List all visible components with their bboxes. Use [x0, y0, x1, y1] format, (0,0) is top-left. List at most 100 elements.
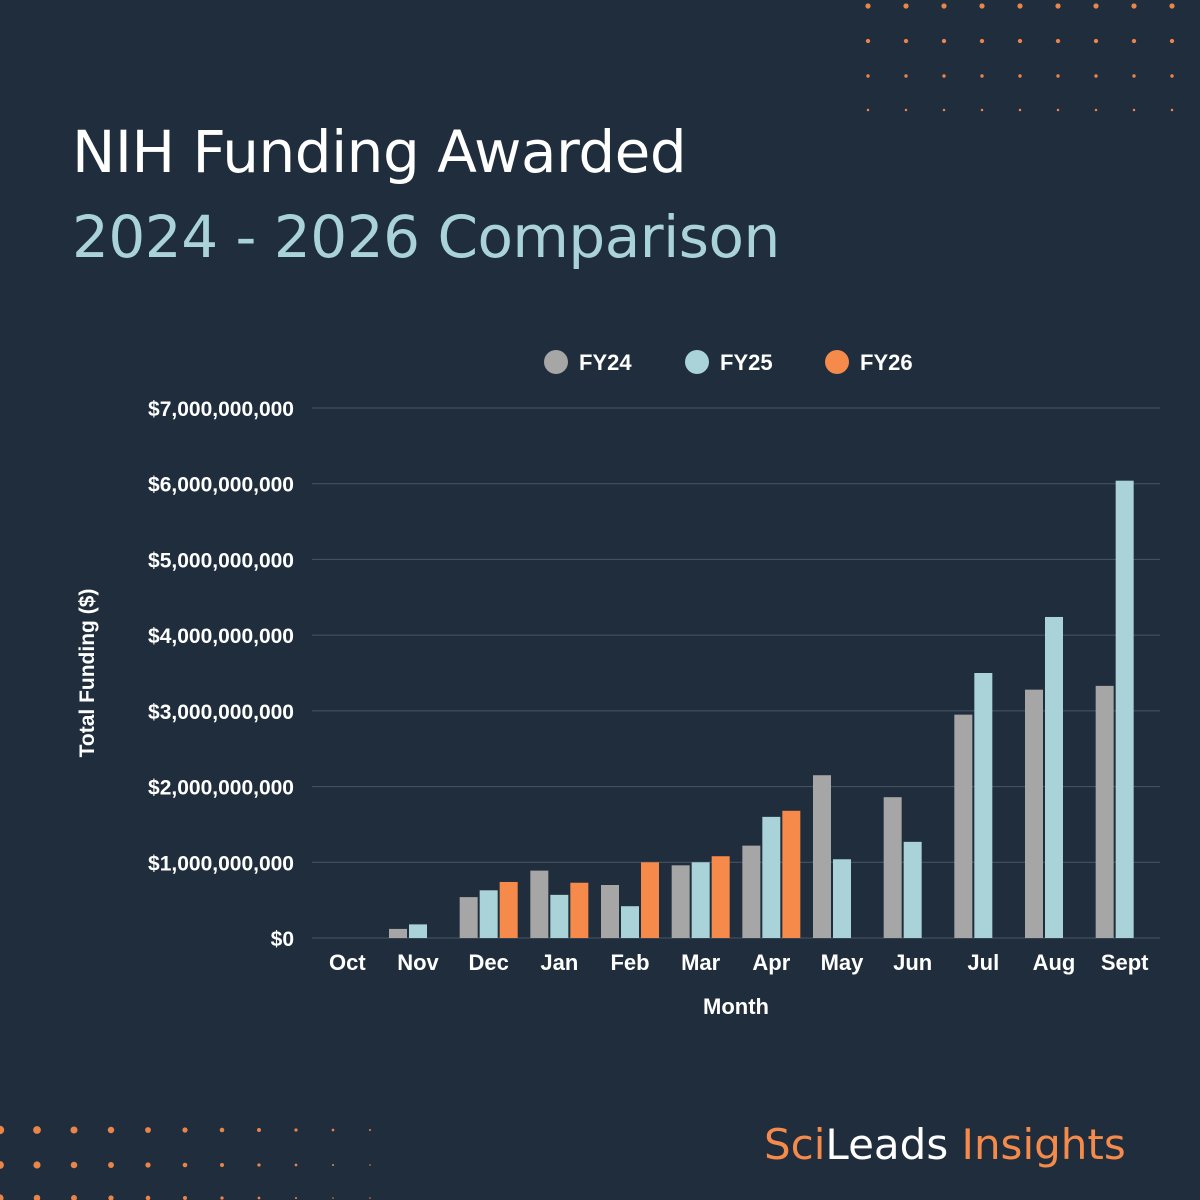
decorative-dot [904, 108, 908, 112]
bar-fy24-feb [601, 885, 619, 938]
bar-fy26-feb [641, 862, 659, 938]
decorative-dot [1056, 74, 1060, 78]
decorative-dot [1018, 108, 1022, 112]
decorative-dot [941, 38, 947, 44]
bar-fy24-mar [671, 865, 690, 938]
bar-fy25-jan [550, 894, 569, 938]
x-tick-label: May [821, 950, 865, 975]
brand-logo: SciLeads Insights [764, 1120, 1126, 1169]
decorative-dot [220, 1196, 224, 1200]
y-tick-label: $4,000,000,000 [148, 625, 294, 648]
legend-label-fy25: FY25 [720, 350, 773, 375]
decorative-dot [980, 108, 984, 112]
decorative-dot [70, 1126, 78, 1134]
decorative-dot [108, 1195, 114, 1200]
decorative-dot [219, 1127, 225, 1133]
x-tick-label: Jul [967, 950, 999, 975]
x-axis-title: Month [703, 994, 769, 1019]
y-tick-label: $5,000,000,000 [148, 549, 294, 572]
bar-fy24-aug [1025, 689, 1043, 938]
x-tick-label: Jan [540, 950, 578, 975]
bar-fy24-jun [883, 797, 902, 938]
decorative-dot [145, 1195, 151, 1200]
legend-marker-fy25 [685, 350, 709, 374]
decorative-dot [1132, 108, 1136, 112]
bar-fy25-sept [1115, 480, 1134, 938]
bar-fy25-mar [691, 862, 710, 938]
decorative-dot [182, 1162, 188, 1168]
decorative-dot [1170, 108, 1174, 112]
y-tick-label: $3,000,000,000 [148, 701, 294, 724]
decorative-dot [979, 3, 985, 9]
decorative-dot [1017, 3, 1023, 9]
bar-fy24-apr [742, 845, 761, 938]
decorative-dot [1132, 74, 1136, 78]
decorative-dot [903, 3, 909, 9]
decorative-dot [369, 1129, 371, 1131]
legend-marker-fy24 [544, 350, 568, 374]
decorative-dot [1094, 74, 1098, 78]
decorative-dot [1018, 74, 1022, 78]
decorative-dot [257, 1163, 261, 1167]
decorative-dot [145, 1127, 151, 1133]
legend-marker-fy26 [825, 350, 849, 374]
decorative-dot [331, 1163, 335, 1167]
y-tick-label: $0 [271, 928, 294, 951]
bar-chart: $0 $1,000,000,000 $2,000,000,000 $3,000,000… [76, 350, 1160, 1019]
bar-fy24-jan [530, 870, 549, 938]
decorative-dot [1170, 74, 1174, 78]
chart-subtitle: 2024 - 2026 Comparison [72, 203, 780, 271]
bar-fy25-aug [1045, 616, 1063, 938]
x-tick-label: Mar [681, 950, 721, 975]
decorative-dot [865, 3, 871, 9]
decorative-dot [71, 1195, 77, 1200]
x-tick-label: Nov [397, 950, 439, 975]
decorative-dot [294, 1196, 298, 1200]
bar-fy25-dec [479, 890, 498, 938]
bar-fy26-mar [711, 856, 730, 938]
decorative-dot [942, 108, 946, 112]
decorative-dot [1093, 38, 1099, 44]
decorative-dot [294, 1128, 298, 1132]
decorative-dot [257, 1196, 261, 1200]
decorative-dot [257, 1128, 261, 1132]
decorative-dot [865, 38, 871, 44]
legend-label-fy24: FY24 [579, 350, 632, 375]
decorative-dot [183, 1196, 187, 1200]
x-tick-label: Sept [1101, 950, 1149, 975]
decorative-dot [0, 1125, 5, 1135]
bar-fy25-jun [903, 841, 922, 938]
decorative-dot [332, 1197, 334, 1199]
decorative-dot [182, 1127, 188, 1133]
decorative-dot [1056, 108, 1060, 112]
decorative-dot [1094, 108, 1098, 112]
x-tick-label: Oct [329, 950, 366, 975]
decorative-dot [145, 1162, 151, 1168]
bar-fy26-jan [570, 882, 589, 938]
bar-fy24-jul [954, 714, 973, 938]
bar-fy25-may [833, 859, 851, 938]
decorative-dot [979, 38, 985, 44]
bar-fy25-feb [621, 906, 639, 938]
decorative-dot [1055, 38, 1061, 44]
y-tick-label: $6,000,000,000 [148, 474, 294, 497]
x-tick-label: Jun [893, 950, 932, 975]
decorative-dot [1169, 3, 1175, 9]
decorative-dot [1131, 38, 1137, 44]
decorative-dot [369, 1164, 371, 1166]
decorative-dot [866, 74, 870, 78]
y-tick-label: $7,000,000,000 [148, 398, 294, 421]
decorative-dot [1055, 3, 1061, 9]
brand-part-insights: Insights [948, 1120, 1126, 1169]
decorative-dot [1169, 38, 1175, 44]
decorative-dot [107, 1126, 115, 1134]
decorative-dot [70, 1161, 78, 1169]
bar-fy25-nov [409, 924, 427, 938]
bar-fy26-apr [782, 810, 801, 938]
chart-title: NIH Funding Awarded [72, 118, 687, 186]
bar-fy25-jul [974, 673, 993, 938]
decorative-dot [980, 74, 984, 78]
bar-fy25-apr [762, 816, 781, 938]
decorative-dot [369, 1197, 371, 1199]
